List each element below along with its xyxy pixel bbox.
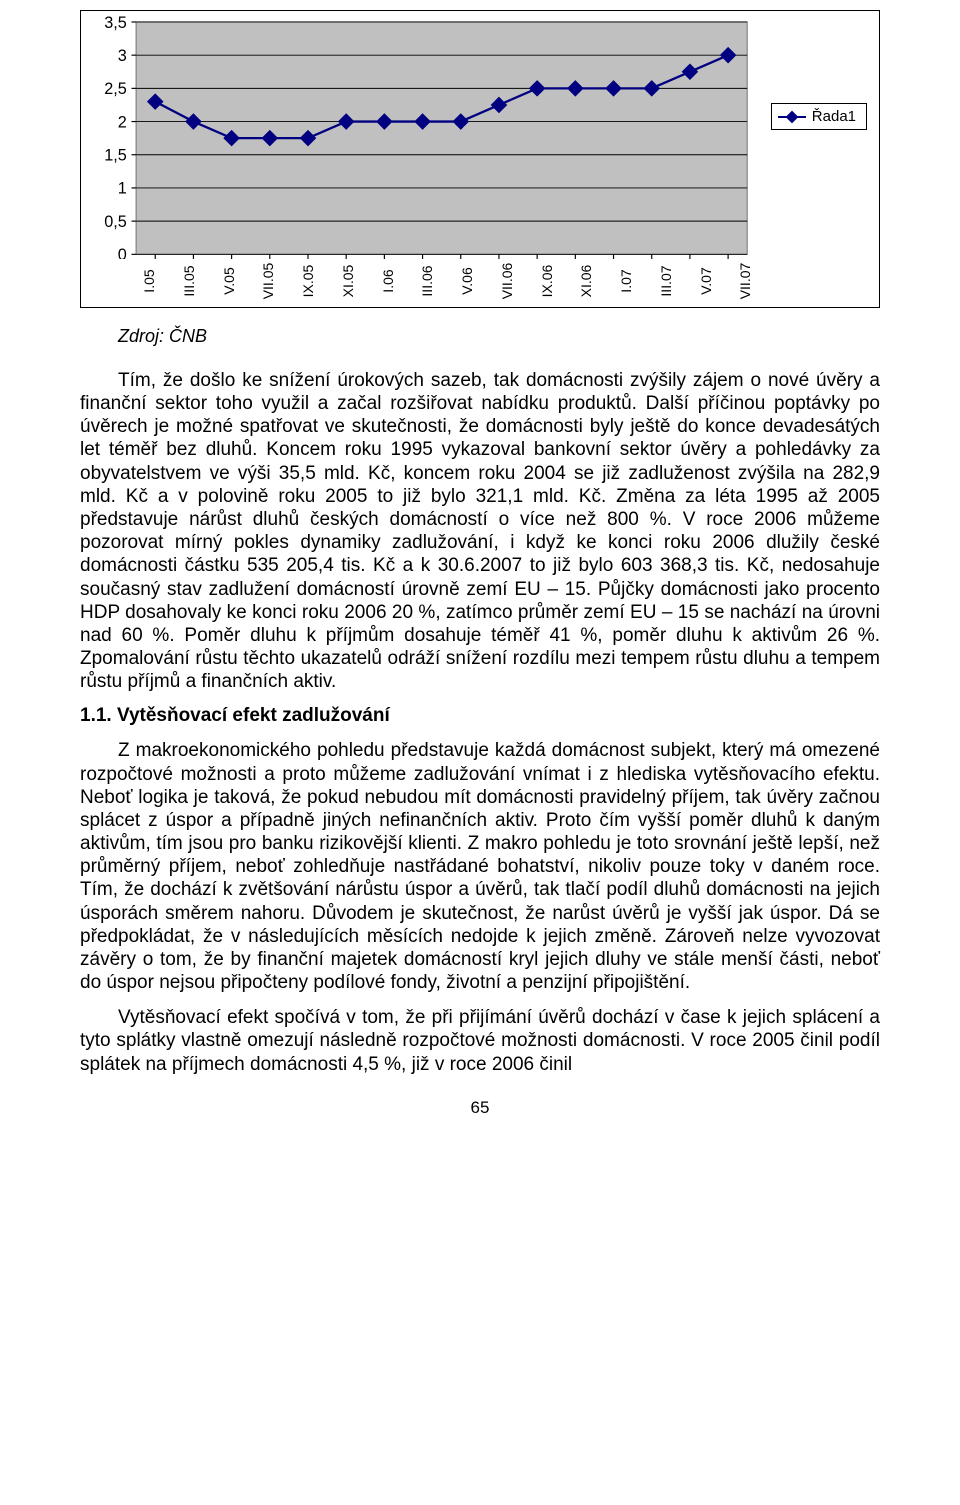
x-tick-label: V.06 — [445, 261, 489, 301]
chart-source: Zdroj: ČNB — [118, 326, 880, 347]
x-tick-label: I.05 — [127, 261, 171, 301]
x-axis-labels: I.05III.05V.05VII.05IX.05XI.05I.06III.06… — [85, 259, 875, 303]
x-tick-label: IX.05 — [286, 261, 330, 301]
paragraph-3: Vytěsňovací efekt spočívá v tom, že při … — [80, 1006, 880, 1076]
x-tick-label: III.07 — [644, 261, 688, 301]
legend-marker-icon — [778, 116, 806, 118]
x-tick-label: III.05 — [167, 261, 211, 301]
paragraph-1: Tím, že došlo ke snížení úrokových sazeb… — [80, 369, 880, 693]
x-tick-label: XI.05 — [326, 261, 370, 301]
svg-text:2: 2 — [118, 113, 127, 131]
x-tick-label: VII.07 — [723, 261, 767, 301]
legend-label: Řada1 — [812, 108, 856, 125]
line-chart: 0 0,5 1 1,5 2 2,5 3 3,5 — [85, 15, 875, 259]
x-tick-label: VII.06 — [485, 261, 529, 301]
svg-text:3,5: 3,5 — [104, 15, 127, 32]
x-tick-label: IX.06 — [524, 261, 568, 301]
chart-area: 00,511,522,533,5 I.05III.05V.05VII.05IX.… — [85, 15, 875, 303]
x-tick-label: I.07 — [604, 261, 648, 301]
svg-text:2,5: 2,5 — [104, 80, 127, 98]
svg-text:1,5: 1,5 — [104, 147, 127, 165]
x-tick-label: V.05 — [206, 261, 250, 301]
x-tick-label: I.06 — [365, 261, 409, 301]
svg-text:0: 0 — [118, 246, 127, 259]
x-tick-label: III.06 — [405, 261, 449, 301]
svg-text:0,5: 0,5 — [104, 213, 127, 231]
svg-text:3: 3 — [118, 47, 127, 65]
chart-container: 00,511,522,533,5 I.05III.05V.05VII.05IX.… — [80, 10, 880, 308]
plot-column: 00,511,522,533,5 I.05III.05V.05VII.05IX.… — [85, 15, 875, 303]
svg-text:1: 1 — [118, 180, 127, 198]
page-number: 65 — [80, 1098, 880, 1118]
x-tick-label: VII.05 — [246, 261, 290, 301]
section-heading: 1.1. Vytěsňovací efekt zadlužování — [80, 705, 880, 727]
chart-legend: Řada1 — [771, 103, 867, 130]
x-tick-label: V.07 — [683, 261, 727, 301]
paragraph-2: Z makroekonomického pohledu představuje … — [80, 739, 880, 994]
x-tick-label: XI.06 — [564, 261, 608, 301]
